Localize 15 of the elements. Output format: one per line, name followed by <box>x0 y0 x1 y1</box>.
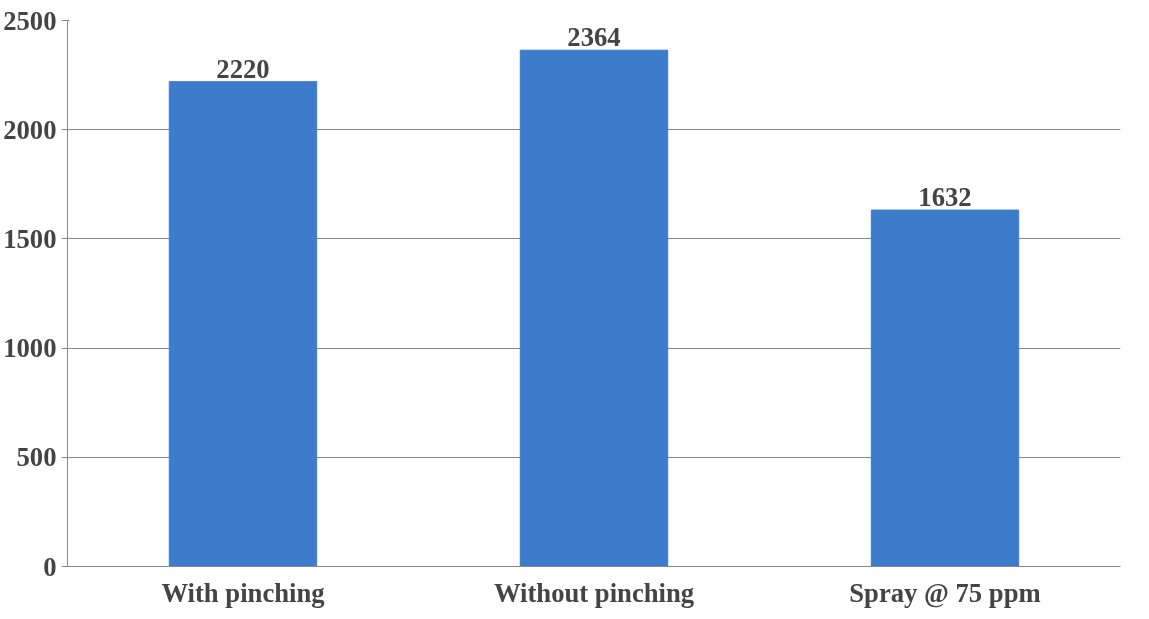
bar <box>870 209 1020 567</box>
y-tick-label: 2500 <box>3 5 57 36</box>
x-tick-label: Spray @ 75 ppm <box>849 577 1041 608</box>
bar <box>168 81 318 567</box>
y-tick-label: 1000 <box>3 333 57 364</box>
y-tick-label: 500 <box>16 442 57 473</box>
y-tick-label: 0 <box>43 551 57 582</box>
data-label: 2364 <box>567 22 621 53</box>
x-tick-label: With pinching <box>161 577 326 608</box>
bar <box>519 49 669 567</box>
y-tick-label: 1500 <box>3 223 57 254</box>
y-tick-label: 2000 <box>3 114 57 145</box>
x-tick-label: Without pinching <box>493 577 695 608</box>
data-label: 1632 <box>918 182 972 213</box>
data-label: 2220 <box>216 53 270 84</box>
